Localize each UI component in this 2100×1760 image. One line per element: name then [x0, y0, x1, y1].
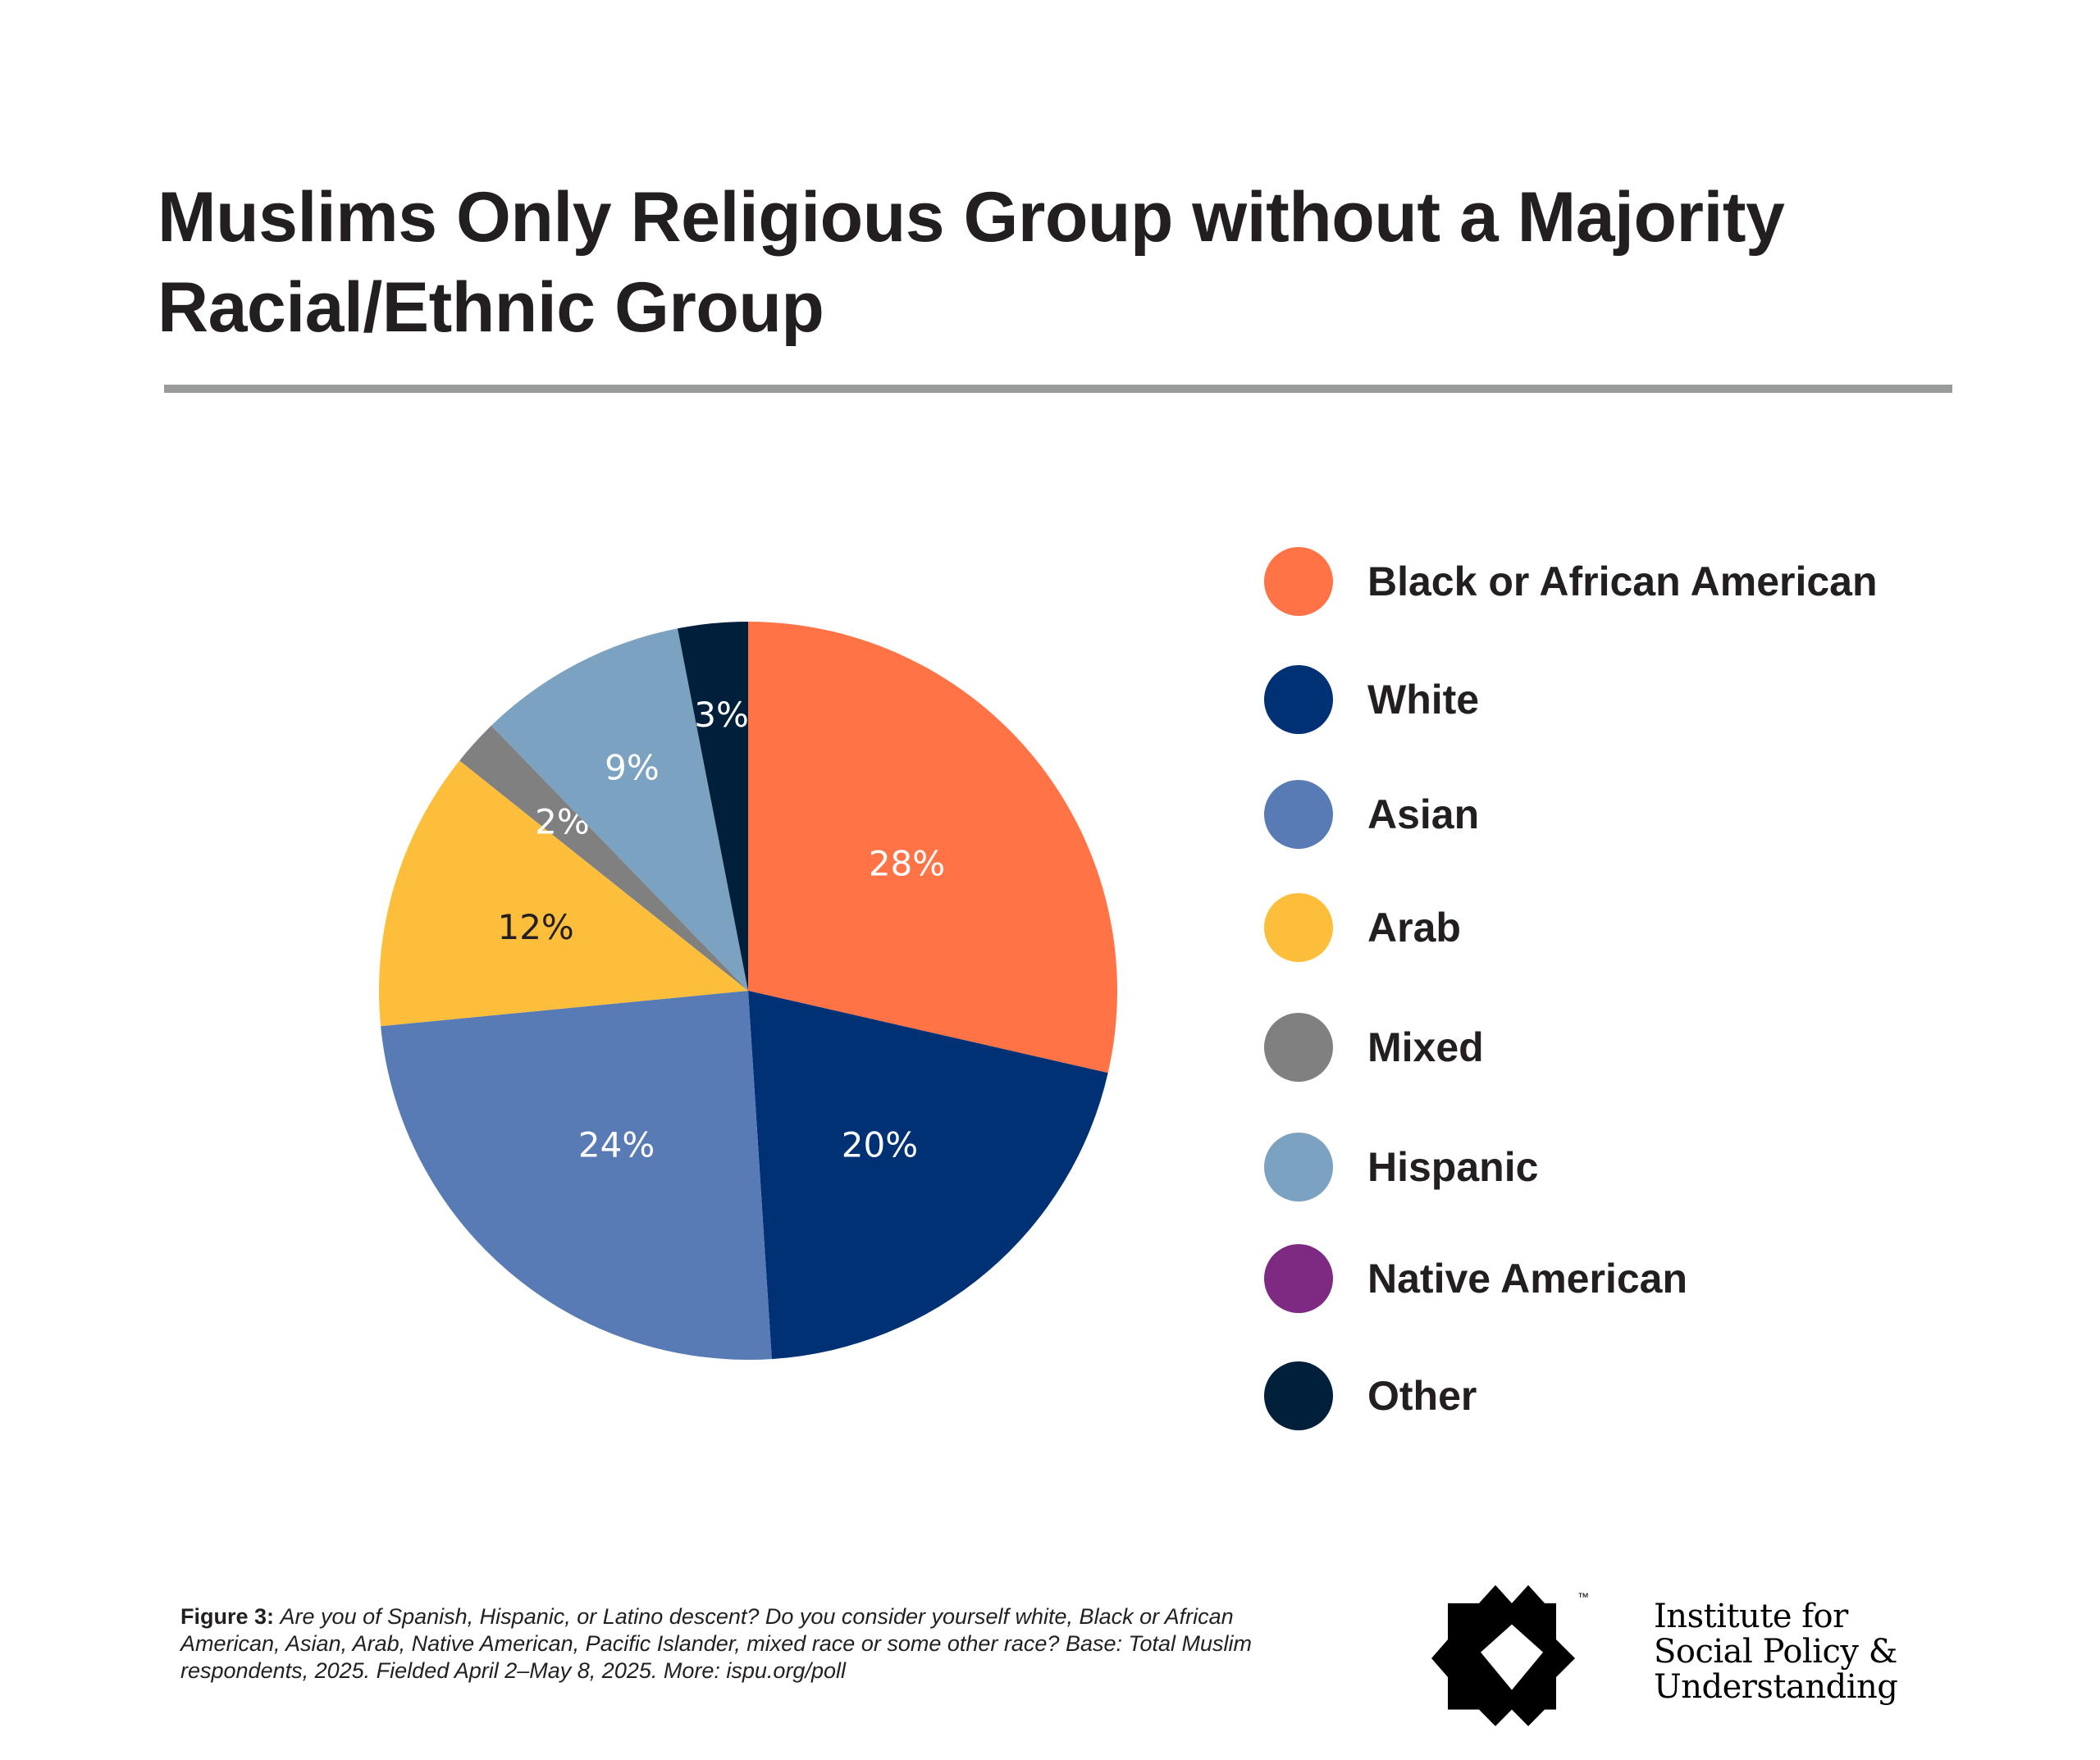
data-label: 28% [869, 844, 945, 884]
pie-slice-white [748, 991, 1108, 1360]
logo-line-1: Institute for [1654, 1598, 1848, 1635]
footnote-label: Figure 3: [180, 1604, 275, 1629]
pie-slice-asian [381, 991, 772, 1360]
data-label: 3% [694, 695, 749, 735]
legend-swatch [1264, 665, 1333, 734]
data-label: 24% [578, 1124, 655, 1165]
legend-label: Native American [1367, 1256, 1687, 1302]
legend-item: Arab [1264, 893, 1461, 962]
legend-item: Asian [1264, 780, 1479, 849]
pie-slice-mixed [459, 725, 748, 991]
legend-item: Native American [1264, 1244, 1687, 1313]
legend-label: White [1367, 677, 1480, 723]
pie-slice-hispanic [491, 628, 748, 991]
legend-label: Arab [1367, 905, 1461, 951]
logo-line-3: Understanding [1654, 1668, 1898, 1706]
legend-label: Asian [1367, 791, 1480, 837]
legend-swatch [1264, 780, 1333, 849]
legend-swatch [1264, 893, 1333, 962]
chart-title: Muslims Only Religious Group without a M… [158, 178, 1785, 347]
legend-label: Hispanic [1367, 1144, 1539, 1190]
ispu-logo-icon: ™ [1431, 1584, 1589, 1726]
legend-swatch [1264, 1133, 1333, 1201]
legend-label: Mixed [1367, 1024, 1484, 1070]
legend-item: Hispanic [1264, 1133, 1538, 1201]
logo-wordmark: Institute for Social Policy & Understand… [1654, 1598, 1898, 1706]
title-divider [164, 385, 1952, 393]
legend-swatch [1264, 547, 1333, 616]
pie-slice-black-or-african-american [748, 622, 1117, 1074]
legend-swatch [1264, 1244, 1333, 1313]
legend-item: Black or African American [1264, 547, 1878, 616]
legend-label: Black or African American [1367, 559, 1878, 604]
legend-item: Other [1264, 1361, 1477, 1430]
footnote: Figure 3: Are you of Spanish, Hispanic, … [180, 1603, 1329, 1685]
logo-line-2: Social Policy & [1654, 1633, 1897, 1671]
pie-slice-arab [379, 760, 748, 1027]
legend-label: Other [1367, 1373, 1477, 1419]
legend-swatch [1264, 1361, 1333, 1430]
data-label: 20% [842, 1124, 918, 1165]
data-label: 9% [605, 748, 660, 788]
legend-swatch [1264, 1013, 1333, 1082]
legend-item: White [1264, 665, 1479, 734]
footnote-text: Are you of Spanish, Hispanic, or Latino … [180, 1604, 1253, 1683]
pie-slice-other [677, 622, 748, 991]
trademark: ™ [1577, 1590, 1589, 1603]
legend-item: Mixed [1264, 1013, 1484, 1082]
data-label: 12% [497, 907, 573, 947]
